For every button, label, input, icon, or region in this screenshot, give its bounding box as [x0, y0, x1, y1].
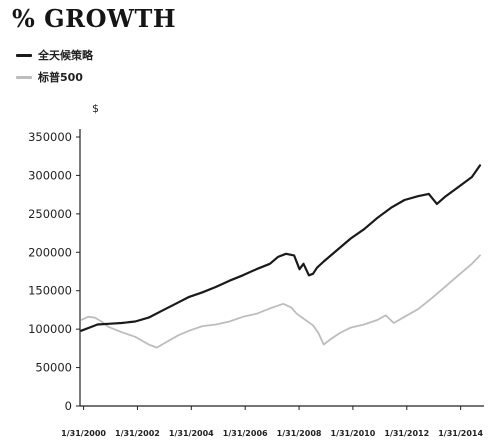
legend-swatch-all-weather: [16, 53, 32, 57]
y-tick-label: 150000: [28, 284, 72, 298]
y-tick-label: 100000: [28, 322, 72, 336]
x-tick-label: 1/31/2000: [61, 429, 106, 438]
x-tick-label: 1/31/2008: [277, 429, 322, 438]
x-tick-label: 1/31/2006: [223, 429, 268, 438]
x-tick-label: 1/31/2010: [331, 429, 376, 438]
page-title: % GROWTH: [12, 4, 176, 33]
y-tick-label: 350000: [28, 130, 72, 144]
x-tick-label: 1/31/2012: [384, 429, 429, 438]
series-line-all-weather: [80, 164, 482, 332]
x-tick-label: 1/31/2004: [169, 429, 214, 438]
y-tick-label: 250000: [28, 207, 72, 221]
legend-item-all-weather: 全天候策略: [16, 44, 93, 66]
legend-label-sp500: 标普500: [38, 71, 83, 84]
y-tick-label: 300000: [28, 168, 72, 182]
y-axis-label: $: [92, 102, 99, 115]
y-tick-label: 200000: [28, 245, 72, 259]
x-tick-label: 1/31/2014: [438, 429, 483, 438]
legend-label-all-weather: 全天候策略: [38, 49, 93, 62]
legend: 全天候策略 标普500: [16, 44, 93, 88]
y-tick-label: 50000: [35, 361, 72, 375]
x-tick-label: 1/31/2002: [115, 429, 160, 438]
legend-swatch-sp500: [16, 75, 32, 79]
legend-item-sp500: 标普500: [16, 66, 93, 88]
series-line-sp500: [80, 254, 481, 349]
y-tick-label: 0: [65, 399, 72, 413]
